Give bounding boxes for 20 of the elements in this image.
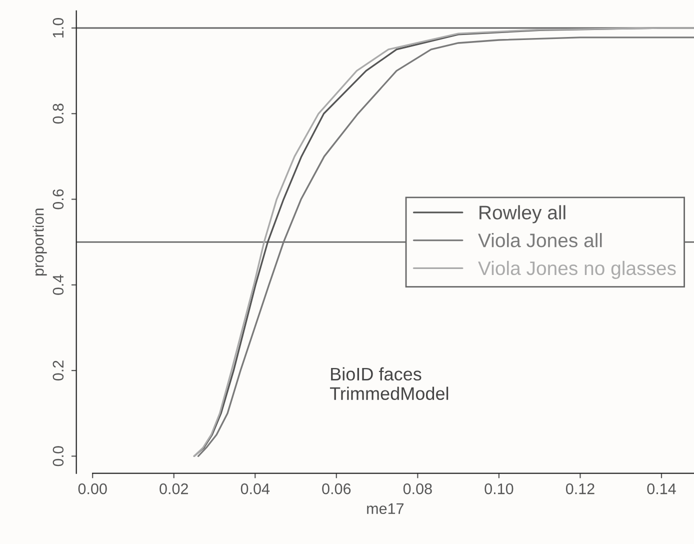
x-tick-label: 0.04 (240, 483, 270, 494)
y-axis-title: proportion (32, 208, 47, 276)
y-tick-label: 0.4 (52, 274, 64, 295)
legend-label: Viola Jones all (478, 233, 602, 248)
x-tick-label: 0.00 (78, 483, 107, 494)
legend-label: Rowley all (480, 205, 566, 224)
legend-label: Viola Jones no glasses (478, 260, 676, 279)
y-tick-label: 1.0 (52, 18, 64, 38)
x-tick-label: 0.14 (647, 483, 676, 494)
y-tick-label: 0.6 (52, 189, 64, 210)
x-axis-title: me17 (367, 503, 404, 514)
x-tick-label: 0.10 (484, 483, 514, 494)
x-tick-label: 0.08 (403, 483, 432, 494)
annotation: BioID faces TrimmedModel (330, 367, 448, 400)
y-tick-label: 0.8 (52, 104, 64, 124)
y-tick-label: 0.2 (52, 360, 64, 381)
x-tick-label: 0.02 (160, 483, 188, 494)
x-tick-label: 0.06 (322, 483, 351, 494)
y-tick-label: 0.0 (52, 446, 64, 466)
x-tick-label: 0.12 (566, 483, 594, 494)
